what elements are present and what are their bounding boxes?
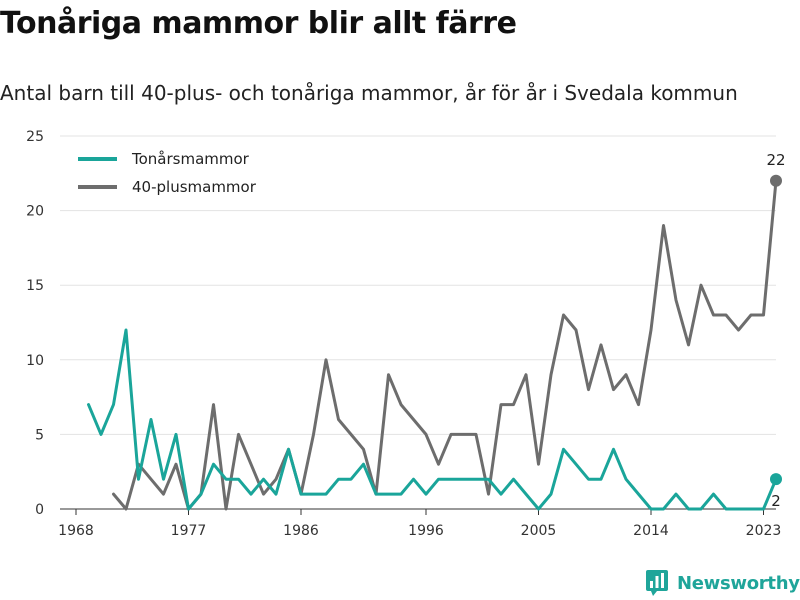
series-lines: 222: [87, 151, 786, 511]
series-line: [87, 328, 778, 511]
brand-name: Newsworthy: [677, 572, 800, 594]
legend-label: Tonårsmammor: [131, 150, 250, 168]
x-tick-label: 1968: [58, 523, 94, 539]
end-value-label: 2: [771, 492, 781, 510]
series-end-point: [770, 473, 782, 486]
legend-label: 40-plusmammor: [132, 178, 257, 196]
x-tick-label: 2005: [521, 523, 557, 539]
x-tick-label: 1986: [283, 523, 319, 539]
newsworthy-logo: Newsworthy: [645, 569, 800, 597]
x-tick-label: 2014: [633, 523, 669, 539]
end-value-label: 22: [766, 151, 785, 169]
y-tick-label: 15: [26, 278, 44, 294]
y-tick-label: 25: [26, 129, 44, 145]
y-tick-label: 5: [35, 427, 44, 443]
y-tick-label: 0: [35, 502, 44, 518]
x-axis: 1968 1977 1986 1996 2005 2014 2023: [58, 508, 782, 539]
newsworthy-logo-icon: [646, 570, 668, 596]
x-tick-label: 1977: [171, 523, 207, 539]
chart-title: Tonåriga mammor blir allt färre: [0, 6, 517, 41]
series-line: [112, 179, 778, 511]
y-tick-label: 20: [26, 204, 44, 220]
legend: Tonårsmammor 40-plusmammor: [78, 150, 257, 196]
y-tick-label: 10: [26, 353, 44, 369]
x-tick-label: 1996: [408, 523, 444, 539]
x-tick-label: 2023: [746, 523, 782, 539]
chart-subtitle: Antal barn till 40-plus- och tonåriga ma…: [0, 81, 738, 105]
series-end-point: [770, 174, 782, 187]
